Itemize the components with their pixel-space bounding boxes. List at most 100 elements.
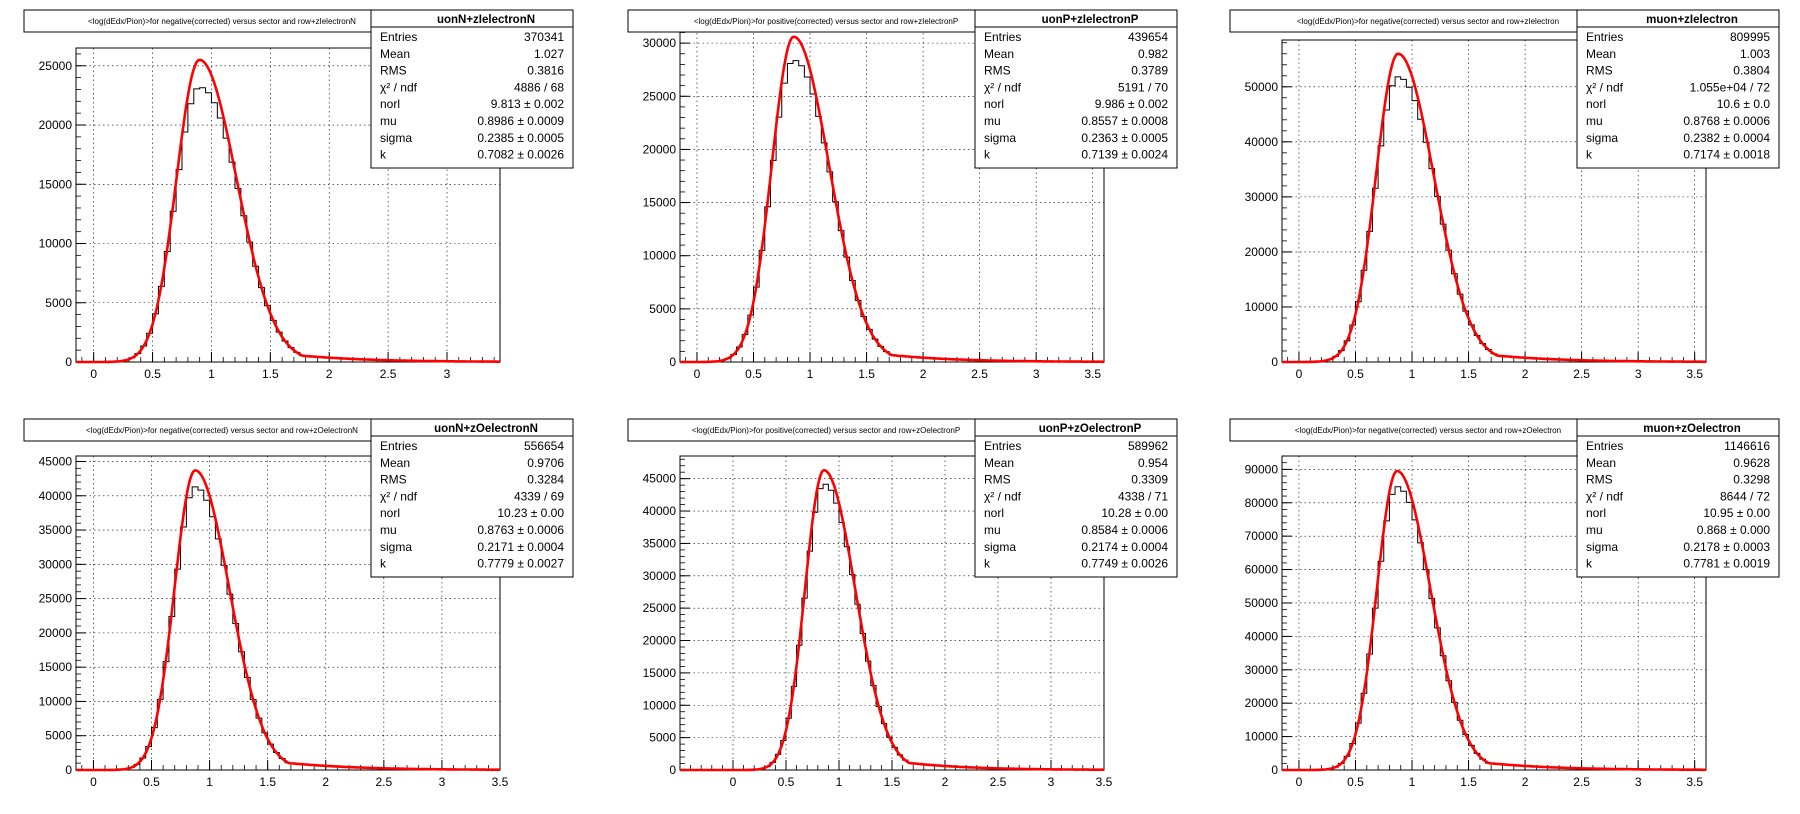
x-tick-label: 3 (444, 367, 451, 381)
stats-value: 10.23 ± 0.00 (497, 506, 564, 520)
stats-value: 0.2382 ± 0.0004 (1683, 131, 1770, 145)
x-tick-label: 2 (326, 367, 333, 381)
plot-title: <log(dEdx/Pion)>for negative(corrected) … (1295, 426, 1561, 435)
x-tick-label: 0 (1296, 367, 1303, 381)
y-tick-label: 10000 (1245, 730, 1279, 744)
stats-label: mu (380, 114, 397, 128)
y-tick-label: 50000 (1245, 80, 1279, 94)
y-tick-label: 30000 (1245, 190, 1279, 204)
x-tick-label: 2 (322, 775, 329, 789)
x-tick-label: 1.5 (884, 775, 901, 789)
stats-value: 4339 / 69 (514, 489, 564, 503)
y-tick-label: 5000 (45, 729, 72, 743)
stats-value: 8644 / 72 (1720, 489, 1770, 503)
stats-value: 0.7781 ± 0.0019 (1683, 557, 1770, 571)
stats-label: norl (1586, 506, 1606, 520)
stats-label: k (984, 148, 991, 162)
x-tick-label: 3.5 (492, 775, 509, 789)
stats-value: 370341 (524, 30, 564, 44)
stats-label: mu (1586, 523, 1603, 537)
x-tick-label: 2 (1522, 367, 1529, 381)
histogram-panel-5: 0 5000 10000 15000 20000 25000 30000 35000 40000… (627, 418, 1178, 789)
y-tick-label: 50000 (1245, 596, 1279, 610)
stats-label: norl (380, 506, 400, 520)
stats-label: mu (1586, 114, 1603, 128)
x-tick-label: 0.5 (745, 367, 762, 381)
stats-value: 9.813 ± 0.002 (491, 97, 565, 111)
x-tick-label: 2.5 (380, 367, 397, 381)
stats-value: 5191 / 70 (1118, 80, 1168, 94)
fit-curve (76, 58, 500, 364)
stats-label: χ² / ndf (984, 489, 1022, 503)
stats-value: 0.7082 ± 0.0026 (477, 148, 564, 162)
x-tick-label: 2 (942, 775, 949, 789)
stats-value: 1146616 (1724, 439, 1770, 453)
stats-value: 1.003 (1740, 47, 1770, 61)
plot-title: <log(dEdx/Pion)>for negative(corrected) … (86, 426, 358, 435)
x-tick-label: 0 (694, 367, 701, 381)
y-tick-label: 20000 (39, 626, 73, 640)
y-tick-label: 40000 (643, 504, 677, 518)
plot-title: <log(dEdx/Pion)>for negative(corrected) … (1297, 17, 1559, 26)
plot-title: <log(dEdx/Pion)>for positive(corrected) … (692, 426, 960, 435)
stats-value: 0.3284 (527, 473, 564, 487)
histogram-panel-4: 0 5000 10000 15000 20000 25000 30000 35000 40000… (23, 418, 574, 789)
y-tick-label: 45000 (39, 454, 73, 468)
x-tick-label: 0.5 (143, 775, 160, 789)
stats-value: 0.7139 ± 0.0024 (1081, 148, 1168, 162)
histogram-panel-2: 0 5000 10000 15000 20000 25000 30000 0 0.5 1 1.5 2 2… (627, 9, 1178, 381)
y-tick-label: 0 (65, 763, 72, 777)
stats-value: 1.027 (534, 47, 564, 61)
y-tick-label: 25000 (39, 592, 73, 606)
stats-label: mu (380, 523, 397, 537)
x-tick-label: 3 (1033, 367, 1040, 381)
stats-label: k (984, 557, 991, 571)
stats-value: 0.3309 (1131, 473, 1168, 487)
stats-label: Mean (984, 47, 1014, 61)
stats-label: k (1586, 148, 1593, 162)
x-tick-label: 0 (90, 367, 97, 381)
stats-box (974, 418, 1178, 578)
x-tick-label: 2.5 (1573, 775, 1590, 789)
y-tick-label: 15000 (643, 196, 677, 210)
x-tick-label: 1 (807, 367, 814, 381)
stats-label: Entries (380, 439, 417, 453)
x-tick-label: 1 (1409, 775, 1416, 789)
y-tick-label: 30000 (643, 36, 677, 50)
y-tick-label: 0 (1271, 763, 1278, 777)
stats-value: 0.8557 ± 0.0008 (1081, 114, 1168, 128)
x-tick-label: 1.5 (1460, 775, 1477, 789)
y-tick-label: 15000 (643, 666, 677, 680)
stats-value: 0.8763 ± 0.0006 (477, 523, 564, 537)
x-tick-label: 2 (920, 367, 927, 381)
y-tick-label: 40000 (1245, 135, 1279, 149)
stats-value: 0.2171 ± 0.0004 (477, 540, 564, 554)
stats-value: 9.986 ± 0.002 (1095, 97, 1169, 111)
stats-value: 0.9706 (527, 456, 564, 470)
y-tick-label: 40000 (39, 489, 73, 503)
stats-value: 4886 / 68 (514, 80, 564, 94)
y-tick-label: 10000 (39, 237, 73, 251)
x-tick-label: 0.5 (1347, 775, 1364, 789)
x-tick-label: 2 (1522, 775, 1529, 789)
stats-value: 0.2178 ± 0.0003 (1683, 540, 1770, 554)
y-tick-label: 15000 (39, 660, 73, 674)
x-tick-label: 3.5 (1096, 775, 1113, 789)
stats-value: 439654 (1128, 30, 1168, 44)
fit-curve (1282, 52, 1706, 364)
stats-value: 4338 / 71 (1118, 489, 1168, 503)
x-tick-label: 1 (208, 367, 215, 381)
y-tick-label: 10000 (643, 698, 677, 712)
stats-value: 809995 (1730, 30, 1770, 44)
stats-label: norl (984, 97, 1004, 111)
x-tick-label: 3.5 (1686, 775, 1703, 789)
y-tick-label: 0 (65, 355, 72, 369)
y-tick-label: 90000 (1245, 462, 1279, 476)
stats-label: sigma (380, 540, 412, 554)
stats-value: 0.982 (1138, 47, 1168, 61)
x-tick-label: 1.5 (858, 367, 875, 381)
x-tick-label: 0.5 (1347, 367, 1364, 381)
stats-value: 1.055e+04 / 72 (1690, 80, 1771, 94)
stats-box (370, 9, 574, 169)
